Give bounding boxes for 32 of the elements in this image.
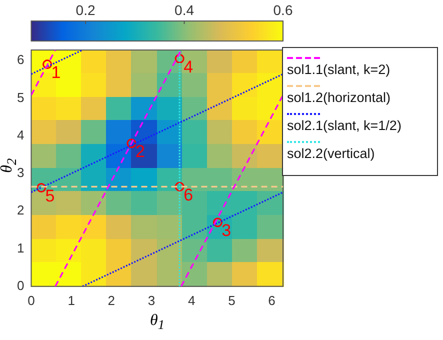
x-axis-title: θ$_{1}$ xyxy=(150,312,165,334)
point xyxy=(174,182,184,192)
x-tick-label: 2 xyxy=(108,292,116,308)
y-tick-label: 5 xyxy=(16,90,24,105)
x-tick-label: 6 xyxy=(268,292,276,308)
legend-label: sol2.1(slant, k=1/2) xyxy=(287,118,402,133)
y-tick-label: 1 xyxy=(16,240,24,256)
annotation: 1 xyxy=(51,62,61,82)
annotation: 6 xyxy=(184,185,194,204)
annotation: 3 xyxy=(222,221,232,240)
y-tick-label: 2 xyxy=(16,202,24,218)
point xyxy=(36,183,46,193)
x-tick-label: 3 xyxy=(148,292,156,308)
color-bar-label: 0.2 xyxy=(76,2,96,18)
y-tick-label: 6 xyxy=(16,52,24,68)
y-tick-label: 0 xyxy=(16,278,24,293)
x-tick-label: 4 xyxy=(188,292,196,308)
annotation: 2 xyxy=(135,142,145,162)
x-tick-label: 1 xyxy=(68,292,75,308)
annotation: 5 xyxy=(45,186,55,206)
legend-label: sol2.2(vertical) xyxy=(287,146,376,161)
y-tick-label: 3 xyxy=(16,165,24,180)
color-bar-label: 0.6 xyxy=(273,2,293,18)
point xyxy=(174,54,184,64)
legend-label: sol1.2(horizontal) xyxy=(287,90,392,105)
color-bar-label: 0.4 xyxy=(174,2,194,18)
legend-label: sol1.1(slant, k=2) xyxy=(287,62,392,77)
annotation: 4 xyxy=(184,57,194,76)
x-tick-label: 5 xyxy=(228,292,236,308)
point xyxy=(126,138,136,148)
y-tick-label: 4 xyxy=(16,127,24,142)
x-tick-label: 0 xyxy=(28,292,35,308)
